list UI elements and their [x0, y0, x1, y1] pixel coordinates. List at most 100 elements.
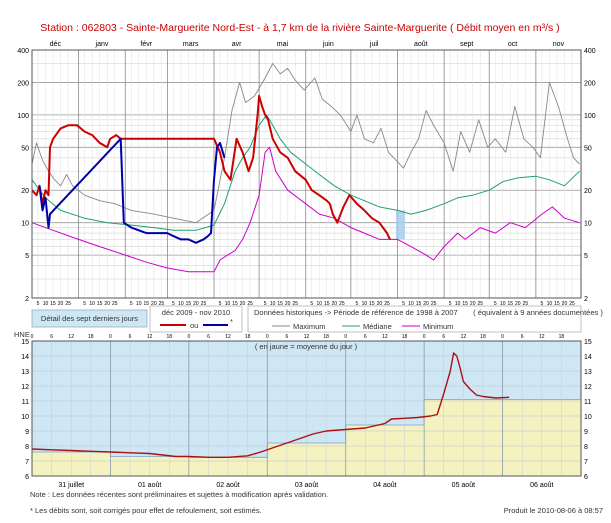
y-tick-label-left: 20 [21, 188, 29, 195]
hour-tick-label: 0 [187, 334, 190, 340]
detail-box [31, 309, 148, 328]
day-tick-label: 10 [317, 301, 323, 307]
series-mediane [31, 114, 580, 231]
hourly-y-label-left: 8 [25, 444, 29, 451]
month-label: oct [508, 41, 517, 48]
month-label: mai [277, 41, 289, 48]
historic-legend-frame [247, 305, 582, 333]
day-tick-label: 5 [355, 301, 358, 307]
legend-med: Médiane [363, 322, 392, 331]
day-tick-label: 5 [402, 301, 405, 307]
hour-tick-label: 12 [304, 334, 310, 340]
bottom-series-line [31, 352, 510, 458]
day-tick-label: 20 [423, 301, 429, 307]
month-label: sept [460, 41, 473, 48]
hour-tick-label: 18 [402, 334, 408, 340]
hour-tick-label: 6 [129, 334, 132, 340]
y-tick-label-right: 5 [584, 253, 588, 260]
month-label: déc [50, 41, 62, 48]
hourly-y-label-right: 12 [584, 384, 592, 391]
footer-note: Note : Les données récentes sont prélimi… [30, 490, 328, 499]
hour-tick-label: 12 [68, 334, 74, 340]
hour-tick-label: 6 [442, 334, 445, 340]
day-tick-label: 25 [65, 301, 71, 307]
hour-tick-label: 12 [147, 334, 153, 340]
detail-box-label: Détail des sept derniers jours [41, 314, 138, 323]
day-tick-label: 5 [37, 301, 40, 307]
legend-max: Maximum [293, 322, 326, 331]
top-plot-frame [31, 49, 582, 299]
hour-tick-label: 6 [286, 334, 289, 340]
hourly-y-label-left: 11 [22, 399, 29, 406]
day-label: 03 août [295, 482, 318, 489]
day-tick-label: 5 [264, 301, 267, 307]
series-observed [31, 94, 391, 240]
day-tick-label: 10 [178, 301, 184, 307]
hour-tick-label: 6 [521, 334, 524, 340]
hourly-y-label-right: 11 [584, 399, 591, 406]
day-tick-label: 25 [292, 301, 298, 307]
legend-area: Détail des sept derniers jours déc 2009 … [31, 305, 603, 333]
hour-tick-label: 12 [539, 334, 545, 340]
historic-title: Données historiques -> Période de référe… [254, 308, 458, 317]
hourly-y-label-left: 10 [21, 414, 29, 421]
top-gridlines [31, 49, 582, 299]
hour-tick-label: 12 [461, 334, 467, 340]
day-label: 04 août [373, 482, 396, 489]
month-label: juil [369, 41, 379, 48]
day-label: 05 août [452, 482, 475, 489]
y-tick-label-left: 400 [17, 48, 29, 55]
day-tick-label: 20 [562, 301, 568, 307]
hourly-y-label-left: 6 [25, 474, 29, 481]
day-tick-label: 25 [159, 301, 165, 307]
hourly-y-label-right: 10 [584, 414, 592, 421]
day-tick-label: 5 [541, 301, 544, 307]
y-tick-label-right: 100 [584, 113, 596, 120]
day-tick-label: 15 [144, 301, 150, 307]
month-label: avr [232, 41, 242, 48]
day-tick-label: 5 [172, 301, 175, 307]
top-series-lines [31, 63, 580, 273]
day-tick-label: 10 [270, 301, 276, 307]
hour-tick-label: 0 [344, 334, 347, 340]
day-tick-label: 20 [193, 301, 199, 307]
y-tick-label-left: 100 [17, 113, 29, 120]
hour-tick-label: 18 [166, 334, 172, 340]
hour-tick-label: 0 [109, 334, 112, 340]
day-tick-label: 25 [477, 301, 483, 307]
y-tick-label-right: 400 [584, 48, 596, 55]
day-tick-label: 20 [104, 301, 110, 307]
day-tick-label: 15 [277, 301, 283, 307]
hne-label: HNE [14, 330, 30, 339]
hour-tick-label: 18 [480, 334, 486, 340]
hour-tick-label: 18 [245, 334, 251, 340]
hourly-y-label-right: 9 [584, 429, 588, 436]
day-tick-label: 20 [58, 301, 64, 307]
day-tick-label: 10 [408, 301, 414, 307]
y-tick-label-left: 5 [25, 253, 29, 260]
hour-tick-label: 0 [31, 334, 34, 340]
day-tick-label: 5 [310, 301, 313, 307]
y-tick-label-right: 200 [584, 80, 596, 87]
day-label: 06 août [530, 482, 553, 489]
day-label: 02 août [216, 482, 239, 489]
hourly-y-label-left: 14 [21, 354, 29, 361]
day-tick-label: 15 [462, 301, 468, 307]
chart-title: Station : 062803 - Sainte-Marguerite Nor… [40, 22, 559, 34]
hourly-y-label-left: 12 [21, 384, 29, 391]
period-legend-frame [149, 305, 243, 333]
day-tick-label: 25 [384, 301, 390, 307]
footer-star-note: * Les débits sont, soit corrigés pour ef… [30, 506, 262, 515]
day-tick-label: 15 [554, 301, 560, 307]
day-label: 31 juillet [58, 482, 84, 489]
day-tick-label: 25 [112, 301, 118, 307]
month-label: août [414, 41, 428, 48]
hour-tick-label: 18 [323, 334, 329, 340]
hour-tick-label: 0 [423, 334, 426, 340]
highlight-rect [395, 210, 406, 240]
day-tick-label: 10 [225, 301, 231, 307]
hourly-y-label-right: 13 [584, 369, 592, 376]
day-tick-label: 5 [130, 301, 133, 307]
legend-min: Minimum [423, 322, 453, 331]
